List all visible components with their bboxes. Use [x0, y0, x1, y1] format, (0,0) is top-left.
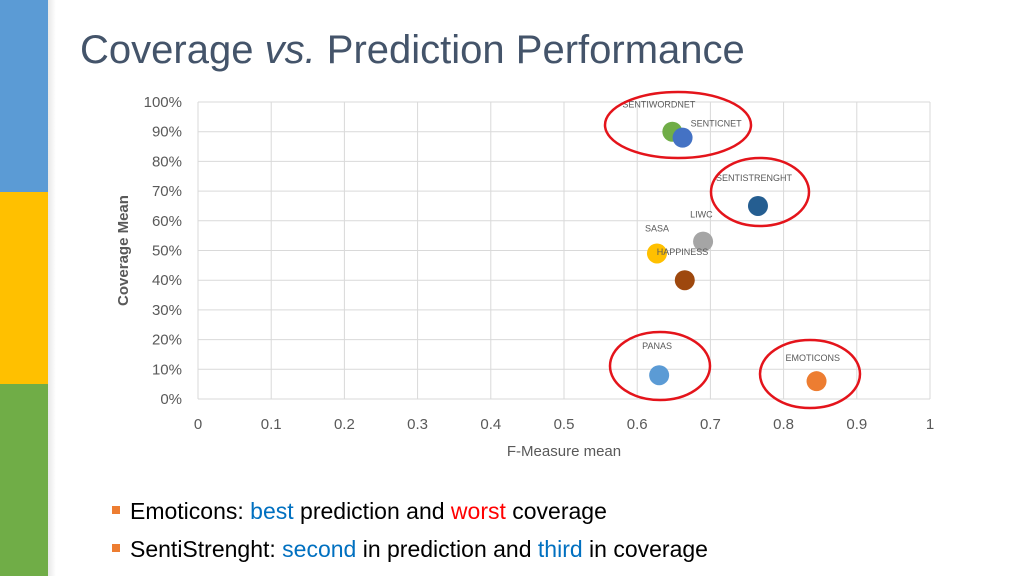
x-tick-label: 0.9: [846, 416, 867, 433]
stripe-shadow: [48, 0, 56, 576]
accent-stripe-blue: [0, 0, 48, 192]
bullet-segment: second: [282, 536, 357, 562]
y-tick-label: 10%: [152, 361, 182, 378]
data-point: [649, 365, 670, 386]
title-part1: Coverage: [80, 28, 265, 72]
point-label: SENTIWORDNET: [622, 100, 696, 110]
x-tick-label: 0.4: [480, 416, 501, 433]
bullet-item: SentiStrenght: second in prediction and …: [112, 536, 708, 574]
data-point: [693, 231, 714, 252]
x-tick-label: 0.2: [334, 416, 355, 433]
data-points: [646, 121, 827, 392]
slide-title: Coverage vs. Prediction Performance: [80, 28, 745, 73]
point-label: LIWC: [690, 210, 713, 220]
y-tick-label: 0%: [160, 391, 182, 408]
point-label: HAPPINESS: [657, 247, 709, 257]
point-label: EMOTICONS: [786, 353, 841, 363]
scatter-chart: 0 0.1 0.2 0.3 0.4 0.5 0.6 0.7 0.8 0.9 10%10%20%30%…: [115, 90, 934, 460]
bullet-marker-icon: [112, 505, 120, 514]
accent-stripe-yellow: [0, 192, 48, 384]
bullet-segment: in prediction and: [356, 536, 538, 562]
x-tick-label: 1: [926, 416, 934, 433]
data-point: [646, 243, 667, 264]
highlight-ellipse: [758, 338, 862, 410]
y-tick-label: 90%: [152, 124, 182, 141]
x-tick-label: 0: [194, 416, 202, 433]
y-tick-label: 20%: [152, 332, 182, 349]
point-labels: SENTIWORDNET SENTICNET SENTISTRENGHT LIWC SA…: [622, 100, 840, 363]
bullet-segment: worst: [450, 498, 506, 524]
highlight-ellipse: [709, 156, 811, 228]
y-tick-label: 60%: [152, 213, 182, 230]
data-point: [747, 195, 768, 216]
x-tick-label: 0.3: [407, 416, 428, 433]
bullet-segment: SentiStrenght:: [130, 536, 283, 562]
highlight-ellipse: [608, 330, 712, 402]
y-tick-label: 100%: [144, 94, 182, 111]
bullet-segment: Emoticons:: [130, 498, 251, 524]
bullet-segment: third: [537, 536, 583, 562]
bullet-marker-icon: [112, 543, 120, 552]
y-tick-label: 50%: [152, 243, 182, 260]
y-tick-label: 80%: [152, 153, 182, 170]
point-label: PANAS: [642, 341, 672, 351]
title-italic: vs.: [264, 28, 316, 72]
bullet-item: Emoticons: best prediction and worst cov…: [112, 498, 708, 536]
axes: 0 0.1 0.2 0.3 0.4 0.5 0.6 0.7 0.8 0.9 10%10%20%30%…: [115, 94, 934, 460]
y-tick-label: 30%: [152, 302, 182, 319]
y-tick-label: 70%: [152, 183, 182, 200]
x-axis-title: F-Measure mean: [507, 443, 621, 460]
data-point: [674, 270, 695, 291]
bullet-list: Emoticons: best prediction and worst cov…: [112, 498, 708, 574]
y-tick-label: 40%: [152, 272, 182, 289]
x-tick-label: 0.6: [627, 416, 648, 433]
point-label: SENTISTRENGHT: [716, 173, 793, 183]
title-part2: Prediction Performance: [315, 28, 745, 72]
accent-stripe-green: [0, 384, 48, 576]
bullet-segment: in coverage: [582, 536, 708, 562]
data-point: [672, 127, 693, 148]
point-label: SASA: [645, 223, 669, 233]
bullet-segment: coverage: [505, 498, 607, 524]
data-point: [806, 371, 827, 392]
point-label: SENTICNET: [691, 119, 743, 129]
x-tick-label: 0.7: [700, 416, 721, 433]
x-tick-label: 0.8: [773, 416, 794, 433]
highlight-ellipse: [603, 90, 753, 160]
y-axis-title: Coverage Mean: [115, 195, 132, 306]
highlight-circles: [603, 90, 862, 410]
bullet-segment: prediction and: [293, 498, 451, 524]
x-tick-label: 0.5: [554, 416, 575, 433]
bullet-segment: best: [250, 498, 294, 524]
x-tick-label: 0.1: [261, 416, 282, 433]
